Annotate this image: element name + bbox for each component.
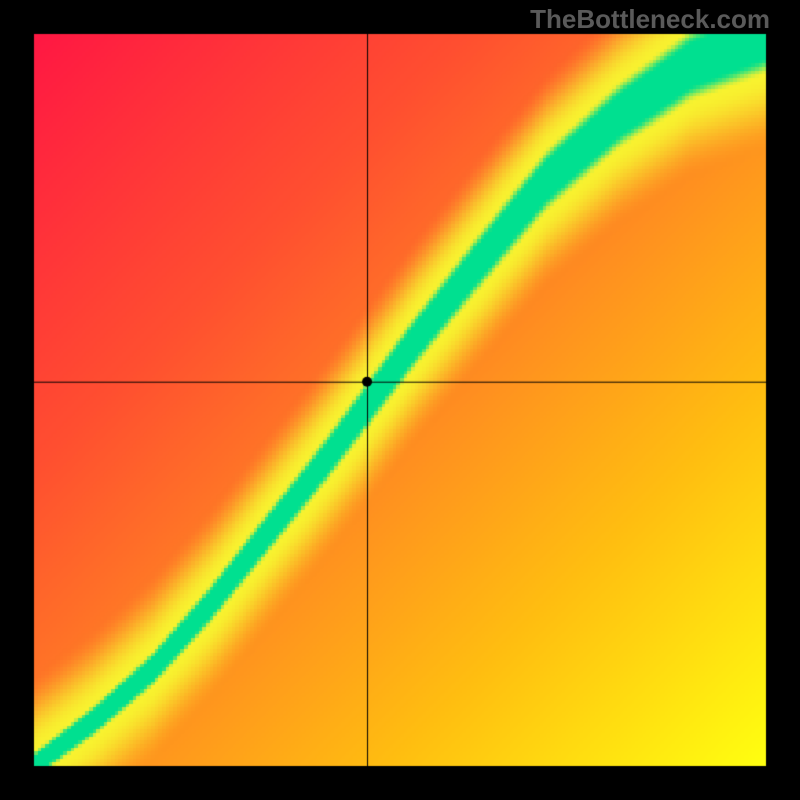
- bottleneck-heatmap: [0, 0, 800, 800]
- chart-container: { "watermark": { "text": "TheBottleneck.…: [0, 0, 800, 800]
